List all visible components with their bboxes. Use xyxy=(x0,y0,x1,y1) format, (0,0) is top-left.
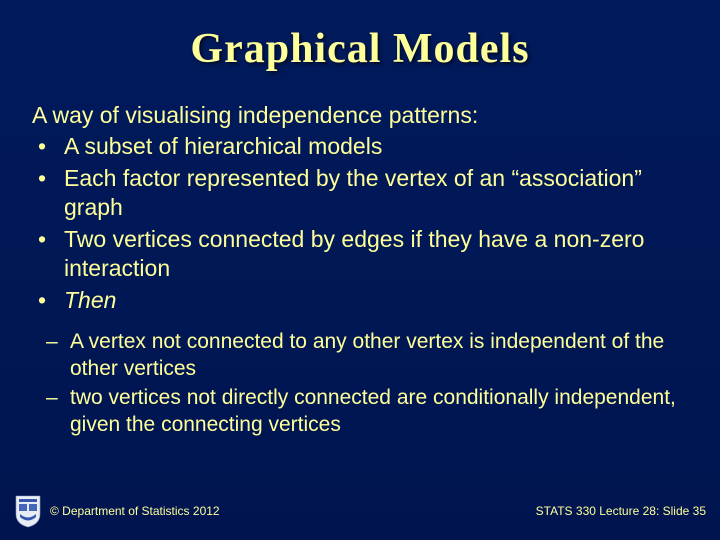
bullet-item: A subset of hierarchical models xyxy=(32,132,690,161)
sub-bullet-text: A vertex not connected to any other vert… xyxy=(70,330,664,380)
slide: Graphical Models A way of visualising in… xyxy=(0,0,720,540)
copyright-text: © Department of Statistics 2012 xyxy=(50,504,536,518)
sub-bullet-item: A vertex not connected to any other vert… xyxy=(42,329,690,383)
sub-bullet-item: two vertices not directly connected are … xyxy=(42,385,690,439)
university-crest-icon xyxy=(14,494,42,528)
bullet-text: A subset of hierarchical models xyxy=(64,133,382,159)
bullet-list: A subset of hierarchical models Each fac… xyxy=(32,132,690,315)
bullet-item: Each factor represented by the vertex of… xyxy=(32,164,690,223)
intro-text: A way of visualising independence patter… xyxy=(32,101,690,130)
slide-number: STATS 330 Lecture 28: Slide 35 xyxy=(536,504,706,518)
slide-body: A way of visualising independence patter… xyxy=(30,101,690,439)
footer: © Department of Statistics 2012 STATS 33… xyxy=(0,494,720,528)
slide-title: Graphical Models xyxy=(30,25,690,73)
bullet-text: Then xyxy=(64,287,116,313)
sub-bullet-list: A vertex not connected to any other vert… xyxy=(32,329,690,439)
bullet-item: Two vertices connected by edges if they … xyxy=(32,225,690,284)
bullet-item: Then xyxy=(32,286,690,315)
sub-bullet-text: two vertices not directly connected are … xyxy=(70,386,676,436)
bullet-text: Each factor represented by the vertex of… xyxy=(64,165,642,220)
bullet-text: Two vertices connected by edges if they … xyxy=(64,226,644,281)
